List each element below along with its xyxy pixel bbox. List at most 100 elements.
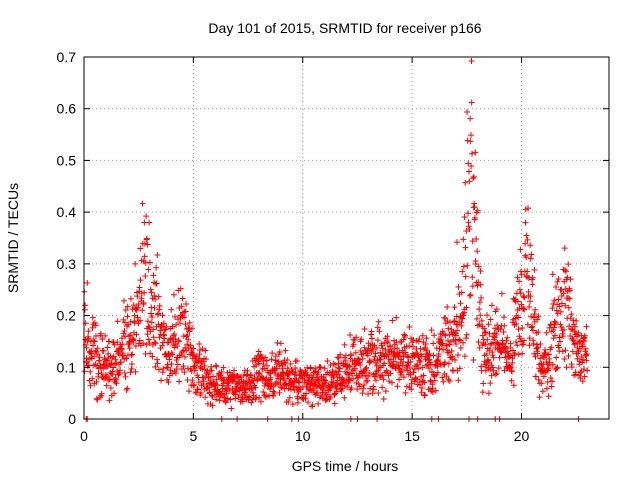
- data-point: [126, 338, 133, 345]
- data-point: [463, 227, 470, 234]
- data-point: [514, 298, 521, 305]
- data-point: [196, 340, 203, 347]
- data-point: [307, 364, 314, 371]
- data-point: [206, 389, 213, 396]
- data-point: [132, 368, 139, 375]
- data-point: [529, 281, 536, 288]
- data-point: [367, 358, 374, 365]
- data-point: [462, 179, 469, 186]
- data-point: [317, 364, 324, 371]
- data-point: [455, 352, 462, 359]
- data-point: [526, 335, 533, 342]
- data-point: [314, 389, 321, 396]
- data-point: [146, 324, 153, 331]
- data-point: [454, 239, 461, 246]
- data-point: [454, 327, 461, 334]
- data-point: [489, 364, 496, 371]
- data-point: [346, 377, 353, 384]
- data-point: [379, 384, 386, 391]
- y-tick-label: 0.7: [57, 49, 77, 65]
- data-point: [418, 373, 425, 380]
- data-point: [471, 214, 478, 221]
- data-point: [433, 345, 440, 352]
- data-point: [173, 365, 180, 372]
- data-point: [378, 340, 385, 347]
- data-point: [394, 383, 401, 390]
- data-point: [455, 377, 462, 384]
- data-point: [111, 390, 118, 397]
- grid: [84, 57, 609, 419]
- data-point: [244, 367, 251, 374]
- data-point: [515, 351, 522, 358]
- data-point: [560, 326, 567, 333]
- data-point: [284, 365, 291, 372]
- data-point: [465, 223, 472, 230]
- data-point: [174, 361, 181, 368]
- data-point: [370, 383, 377, 390]
- data-point: [286, 370, 293, 377]
- data-point: [152, 363, 159, 370]
- data-point: [151, 292, 158, 299]
- data-point: [447, 319, 454, 326]
- data-point: [551, 297, 558, 304]
- data-point: [377, 356, 384, 363]
- data-point: [374, 337, 381, 344]
- data-point: [380, 396, 387, 402]
- data-point: [492, 371, 499, 378]
- data-point: [406, 343, 413, 350]
- data-point: [118, 335, 125, 342]
- data-point: [202, 394, 209, 401]
- data-point: [87, 368, 94, 375]
- data-point: [519, 325, 526, 332]
- data-point: [571, 340, 578, 347]
- data-point: [474, 248, 481, 255]
- data-point: [336, 365, 343, 372]
- data-point: [128, 352, 135, 359]
- data-point: [472, 149, 479, 156]
- data-point: [209, 393, 216, 400]
- data-point: [139, 200, 146, 207]
- data-point: [177, 320, 184, 327]
- x-axis-title: GPS time / hours: [292, 458, 399, 474]
- data-point: [543, 385, 550, 392]
- data-point: [388, 379, 395, 386]
- data-point: [565, 304, 572, 311]
- data-point: [122, 319, 129, 326]
- data-point: [422, 341, 429, 348]
- data-point: [84, 279, 91, 286]
- data-point: [171, 313, 178, 320]
- data-point: [102, 332, 109, 339]
- data-point: [473, 236, 480, 243]
- data-point: [179, 349, 186, 356]
- data-point: [224, 395, 231, 402]
- data-point: [342, 352, 349, 359]
- data-point: [366, 357, 373, 364]
- data-point: [257, 398, 264, 405]
- data-point: [175, 338, 182, 345]
- data-point: [520, 293, 527, 300]
- data-point: [421, 379, 428, 386]
- data-point: [470, 173, 477, 180]
- data-point: [187, 342, 194, 349]
- data-point: [504, 334, 511, 341]
- data-point: [249, 389, 256, 396]
- data-point: [579, 359, 586, 366]
- data-point: [553, 307, 560, 314]
- data-point: [286, 394, 293, 401]
- data-point: [374, 367, 381, 374]
- data-point: [566, 287, 573, 294]
- data-point: [523, 254, 530, 261]
- data-point: [491, 325, 498, 332]
- data-point: [111, 341, 118, 348]
- data-point: [167, 367, 174, 374]
- data-point: [154, 360, 161, 367]
- data-point: [322, 377, 329, 384]
- tick-labels: 0 0.1 0.2 0.3 0.4 0.5 0.6 0.7 0 5 10 15 20: [57, 49, 530, 444]
- data-point: [147, 286, 154, 293]
- data-point: [261, 365, 268, 372]
- data-point: [181, 369, 188, 376]
- data-point: [459, 268, 466, 275]
- data-point: [254, 352, 261, 359]
- data-point: [309, 401, 316, 408]
- data-point: [121, 369, 128, 376]
